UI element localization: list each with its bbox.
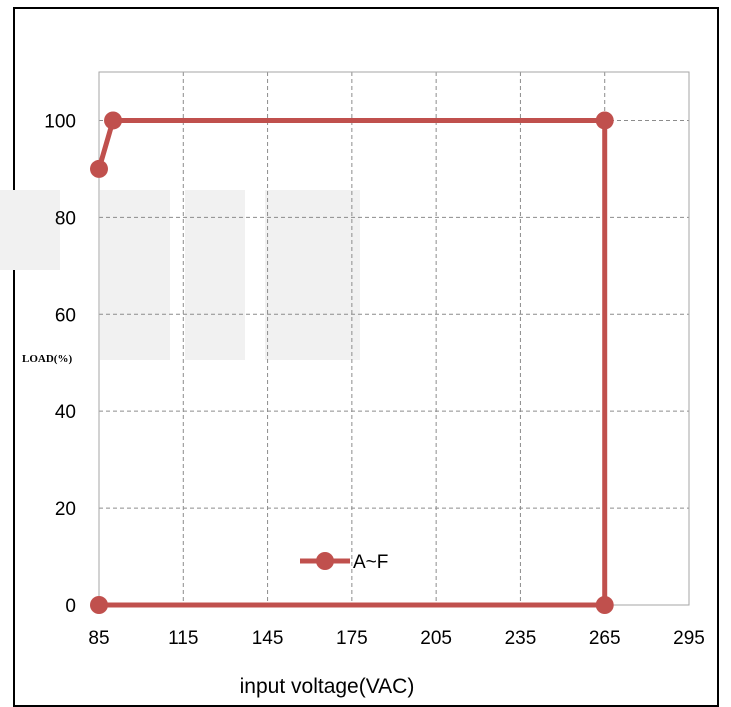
legend: A~F <box>300 552 388 573</box>
legend-marker-swatch <box>316 552 334 570</box>
x-tick-label: 85 <box>88 628 109 649</box>
x-tick-label: 175 <box>336 628 368 649</box>
data-point <box>104 111 123 130</box>
x-tick-label: 295 <box>673 628 705 649</box>
x-tick-label: 145 <box>252 628 284 649</box>
x-tick-label: 205 <box>420 628 452 649</box>
data-point <box>595 596 614 614</box>
y-tick-label: 0 <box>65 596 76 617</box>
x-axis-label: input voltage(VAC) <box>240 675 415 698</box>
y-tick-label: 80 <box>55 208 76 229</box>
y-tick-label: 20 <box>55 499 76 520</box>
data-point <box>595 111 614 130</box>
data-point <box>90 159 108 178</box>
x-axis-ticks: 85 115 145 175 205 235 265 295 <box>88 628 704 649</box>
y-axis-label: LOAD(%) <box>22 353 72 365</box>
y-axis-ticks: 0 20 40 60 80 100 <box>44 111 76 617</box>
legend-entry: A~F <box>353 552 388 573</box>
series-a-f <box>90 111 614 614</box>
y-tick-label: 40 <box>55 402 76 423</box>
data-point <box>90 596 108 614</box>
y-tick-label: 60 <box>55 305 76 326</box>
y-tick-label: 100 <box>44 111 76 132</box>
x-tick-label: 115 <box>168 628 198 649</box>
x-tick-label: 265 <box>589 628 621 649</box>
x-tick-label: 235 <box>505 628 537 649</box>
watermark-logo <box>0 190 360 360</box>
